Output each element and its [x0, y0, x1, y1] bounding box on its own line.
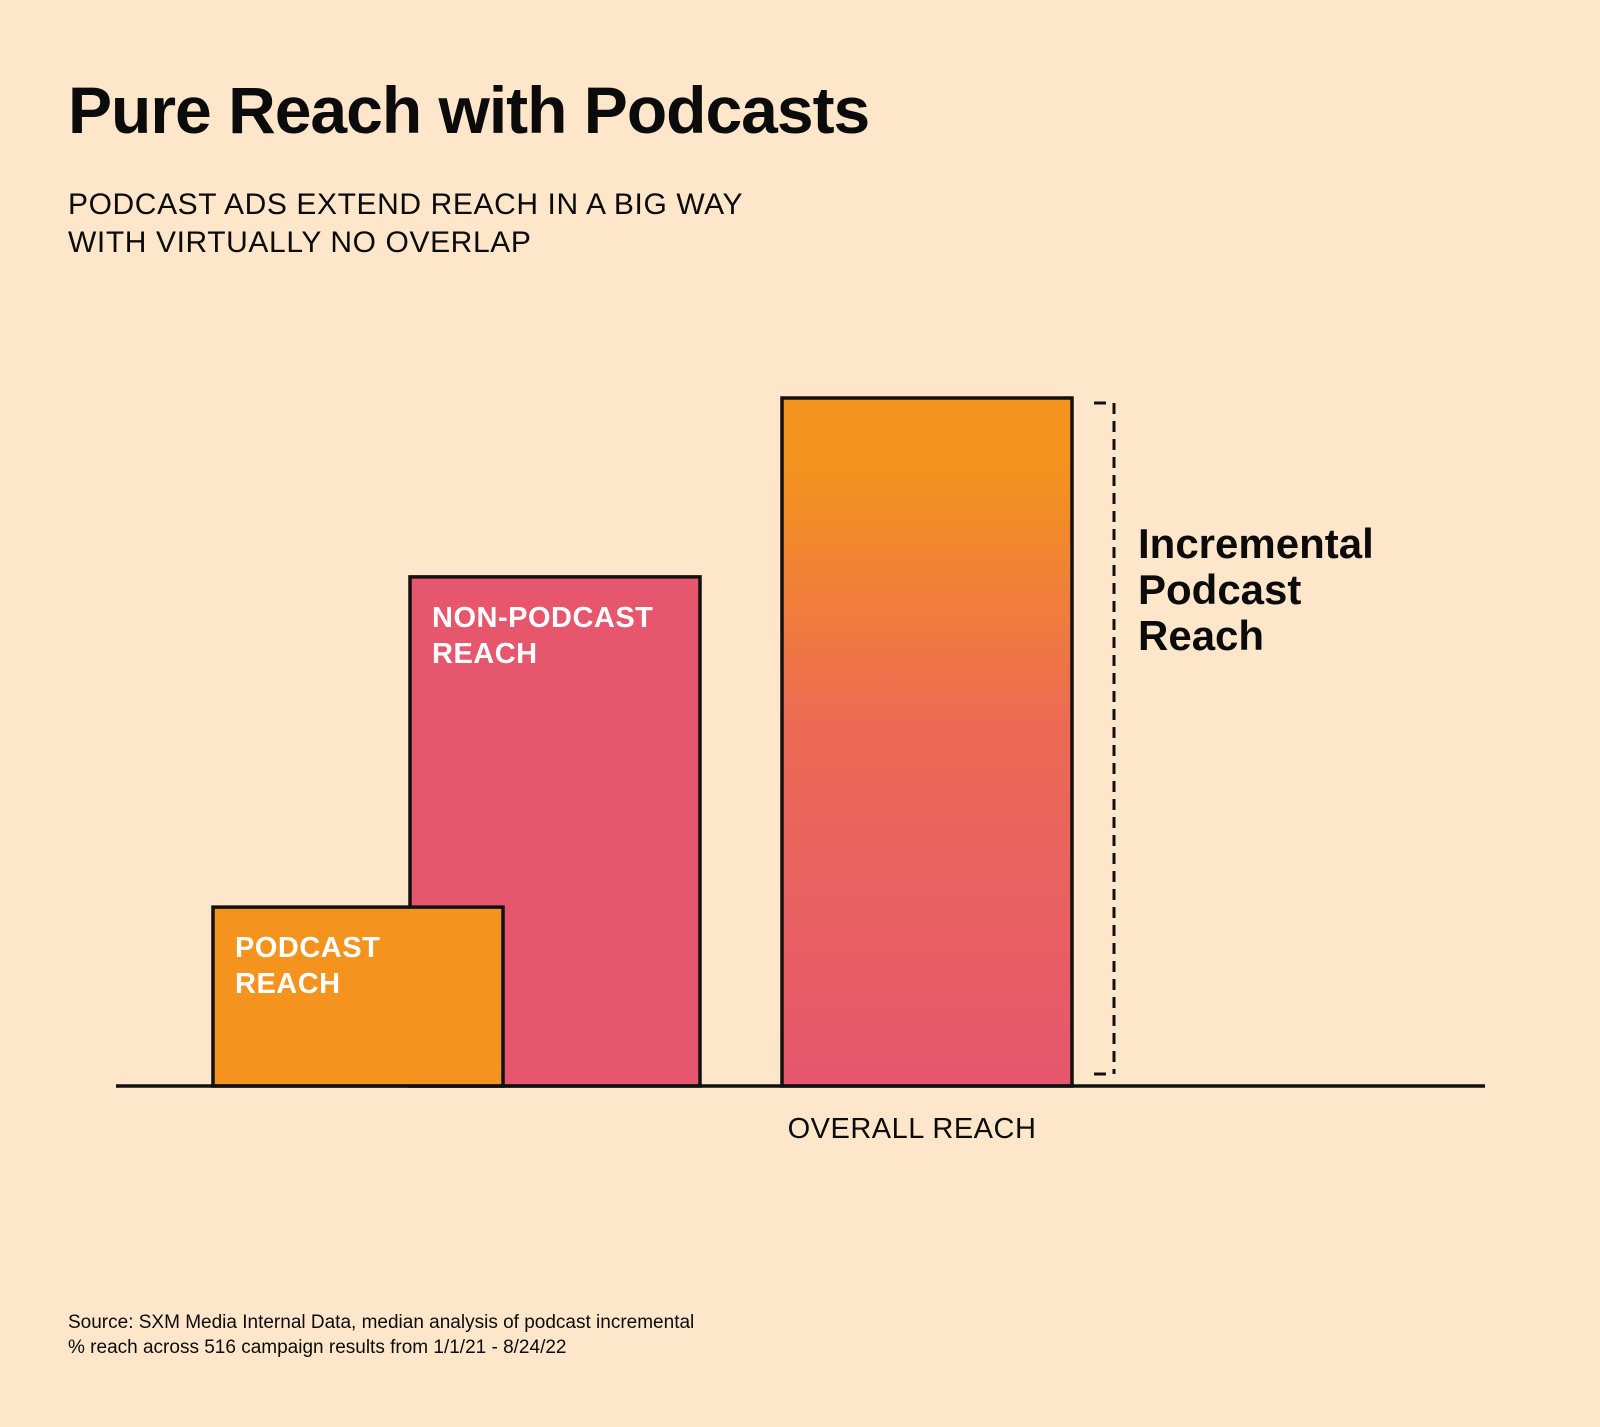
- page-title: Pure Reach with Podcasts: [68, 73, 870, 147]
- bar-podcast-rect: [211, 905, 505, 1088]
- source-note: Source: SXM Media Internal Data, median …: [68, 1310, 694, 1360]
- source-line-1: Source: SXM Media Internal Data, median …: [68, 1312, 695, 1333]
- subtitle-line-1: PODCAST ADS EXTEND REACH IN A BIG WAY: [68, 188, 744, 221]
- bar-overall: [780, 396, 1074, 1088]
- subtitle-line-2: WITH VIRTUALLY NO OVERLAP: [68, 226, 532, 259]
- bar-podcast-label-line: REACH: [235, 968, 341, 1000]
- incremental-label-line: Podcast: [1138, 566, 1301, 613]
- bar-nonpodcast-label-line: NON-PODCAST: [432, 602, 653, 634]
- bar-overall-rect: [780, 396, 1074, 1088]
- source-line-2: % reach across 516 campaign results from…: [68, 1337, 567, 1358]
- incremental-label-line: Incremental: [1138, 520, 1374, 567]
- bar-nonpodcast-label-line: REACH: [432, 638, 538, 670]
- page-subtitle: PODCAST ADS EXTEND REACH IN A BIG WAY WI…: [68, 186, 743, 262]
- bar-podcast-label-line: PODCAST: [235, 932, 380, 964]
- incremental-bracket: [1094, 401, 1116, 1076]
- incremental-label-line: Reach: [1138, 612, 1264, 659]
- x-axis-label: OVERALL REACH: [788, 1113, 1037, 1145]
- bar-podcast: PODCAST REACH: [211, 905, 505, 1088]
